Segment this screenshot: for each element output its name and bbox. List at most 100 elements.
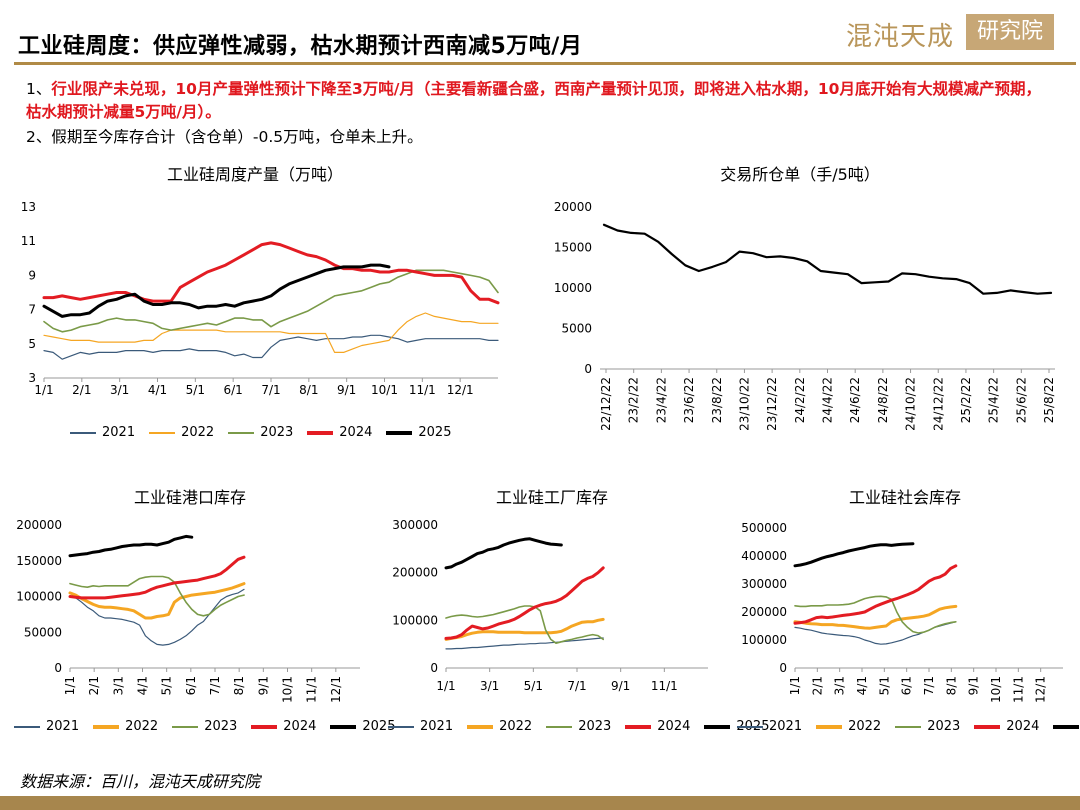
legend-item-2024: 2024 bbox=[251, 719, 316, 734]
legend-item-2025: 2025 bbox=[386, 425, 451, 440]
y-tick-label: 150000 bbox=[16, 554, 62, 568]
x-tick-label: 4/1 bbox=[148, 383, 167, 397]
legend-swatch bbox=[546, 725, 573, 728]
chart-title-port: 工业硅港口库存 bbox=[134, 488, 246, 507]
legend-label: 2025 bbox=[362, 719, 396, 734]
legend-social: 2021 2022 2023 2024 2025 bbox=[737, 719, 1080, 734]
x-tick-label: 4/1 bbox=[855, 676, 869, 695]
x-tick-label: 10/1 bbox=[371, 383, 398, 397]
y-tick-label: 100000 bbox=[741, 633, 787, 647]
legend-item-2023: 2023 bbox=[895, 719, 960, 734]
series-line-warehouse-仓单 bbox=[602, 223, 1053, 295]
x-tick-label: 22/12/22 bbox=[599, 377, 613, 431]
x-tick-label: 10/1 bbox=[989, 676, 1003, 703]
series-line-output-2022 bbox=[43, 312, 499, 353]
legend-label: 2021 bbox=[420, 719, 454, 734]
legend-label: 2022 bbox=[499, 719, 533, 734]
x-tick-label: 10/1 bbox=[281, 676, 295, 703]
x-tick-label: 1/1 bbox=[436, 679, 455, 693]
y-tick-label: 0 bbox=[779, 661, 787, 675]
series-line-output-2021 bbox=[43, 334, 499, 360]
x-tick-label: 24/2/22 bbox=[793, 377, 807, 423]
legend-swatch bbox=[816, 724, 843, 729]
series-line-output-2023 bbox=[43, 269, 499, 333]
y-tick-label: 5 bbox=[28, 337, 36, 351]
legend-item-2022: 2022 bbox=[93, 719, 158, 734]
x-tick-label: 24/6/22 bbox=[848, 377, 862, 423]
x-tick-label: 12/1 bbox=[1034, 676, 1048, 703]
x-tick-label: 23/4/22 bbox=[654, 377, 668, 423]
y-tick-label: 50000 bbox=[24, 625, 62, 639]
logo-box: 研究院 bbox=[966, 14, 1054, 50]
x-tick-label: 11/1 bbox=[651, 679, 678, 693]
legend-item-2025: 2025 bbox=[1053, 719, 1080, 734]
y-tick-label: 9 bbox=[28, 268, 36, 282]
y-tick-label: 0 bbox=[430, 661, 438, 675]
y-tick-label: 15000 bbox=[554, 241, 592, 255]
chart-title-warehouse: 交易所仓单（手/5吨） bbox=[720, 165, 880, 184]
x-tick-label: 3/1 bbox=[110, 383, 129, 397]
charts-canvas: 工业硅周度产量（万吨） 3 5 7 9 11 13 1/1 2/1 3/1 4/1 5/1 6/1 7/1… bbox=[16, 165, 1063, 703]
x-tick-label: 25/2/22 bbox=[959, 377, 973, 423]
series-line-social-2022 bbox=[793, 604, 958, 630]
legend-item-2021: 2021 bbox=[70, 425, 135, 440]
x-tick-label: 9/1 bbox=[611, 679, 630, 693]
bullet-1-text: 行业限产未兑现，10月产量弹性预计下降至3万吨/月（主要看新疆合盛，西南产量预计… bbox=[26, 80, 1041, 121]
bullet-1-prefix: 1、 bbox=[26, 80, 52, 98]
y-tick-label: 3 bbox=[28, 371, 36, 385]
legend-swatch bbox=[93, 724, 120, 729]
series-line-output-2024 bbox=[42, 241, 500, 305]
legend-item-2021: 2021 bbox=[388, 719, 453, 734]
series-line-port-2025 bbox=[68, 534, 194, 558]
chart-title-factory: 工业硅工厂库存 bbox=[496, 488, 608, 507]
x-tick-label: 11/1 bbox=[1011, 676, 1025, 703]
x-tick-label: 7/1 bbox=[208, 676, 222, 695]
legend-label: 2021 bbox=[102, 425, 136, 440]
legend-label: 2024 bbox=[339, 425, 373, 440]
legend-label: 2022 bbox=[848, 719, 882, 734]
legend-item-2021: 2021 bbox=[14, 719, 79, 734]
x-tick-label: 2/1 bbox=[87, 676, 101, 695]
legend-swatch bbox=[737, 725, 763, 728]
legend-item-2024: 2024 bbox=[307, 425, 372, 440]
series-line-port-2021 bbox=[69, 588, 245, 646]
x-tick-label: 24/4/22 bbox=[821, 377, 835, 423]
legend-label: 2024 bbox=[1006, 719, 1040, 734]
y-tick-label: 200000 bbox=[741, 605, 787, 619]
legend-label: 2024 bbox=[283, 719, 317, 734]
legend-swatch bbox=[172, 725, 199, 728]
x-tick-label: 24/8/22 bbox=[876, 377, 890, 423]
x-tick-label: 3/1 bbox=[111, 676, 125, 695]
legend-item-2025: 2025 bbox=[330, 719, 395, 734]
x-tick-label: 1/1 bbox=[34, 383, 53, 397]
legend-item-2023: 2023 bbox=[172, 719, 237, 734]
x-tick-label: 12/1 bbox=[447, 383, 474, 397]
x-tick-label: 25/8/22 bbox=[1042, 377, 1056, 423]
legend-label: 2023 bbox=[204, 719, 238, 734]
x-tick-label: 9/1 bbox=[256, 676, 270, 695]
legend-port: 2021 2022 2023 2024 2025 bbox=[14, 719, 409, 734]
y-tick-label: 500000 bbox=[741, 521, 787, 535]
legend-label: 2021 bbox=[769, 719, 803, 734]
legend-item-2024: 2024 bbox=[625, 719, 690, 734]
series-line-factory-2023 bbox=[445, 605, 605, 645]
x-tick-label: 1/1 bbox=[63, 676, 77, 695]
x-tick-label: 7/1 bbox=[261, 383, 280, 397]
legend-item-2023: 2023 bbox=[228, 425, 293, 440]
data-source: 数据来源：百川，混沌天成研究院 bbox=[20, 772, 261, 791]
x-tick-label: 2/1 bbox=[810, 676, 824, 695]
y-tick-label: 11 bbox=[21, 234, 36, 248]
y-tick-label: 100000 bbox=[392, 613, 438, 627]
x-tick-label: 8/1 bbox=[299, 383, 318, 397]
legend-label: 2023 bbox=[927, 719, 961, 734]
y-tick-label: 0 bbox=[584, 362, 592, 376]
x-tick-label: 4/1 bbox=[136, 676, 150, 695]
y-tick-label: 200000 bbox=[16, 518, 62, 532]
logo-brand: 混沌天成 bbox=[846, 22, 955, 52]
y-tick-label: 10000 bbox=[554, 281, 592, 295]
legend-item-2022: 2022 bbox=[816, 719, 881, 734]
x-tick-label: 2/1 bbox=[72, 383, 91, 397]
series-line-factory-2022 bbox=[444, 617, 605, 641]
x-tick-label: 6/1 bbox=[900, 676, 914, 695]
legend-swatch bbox=[388, 725, 414, 728]
